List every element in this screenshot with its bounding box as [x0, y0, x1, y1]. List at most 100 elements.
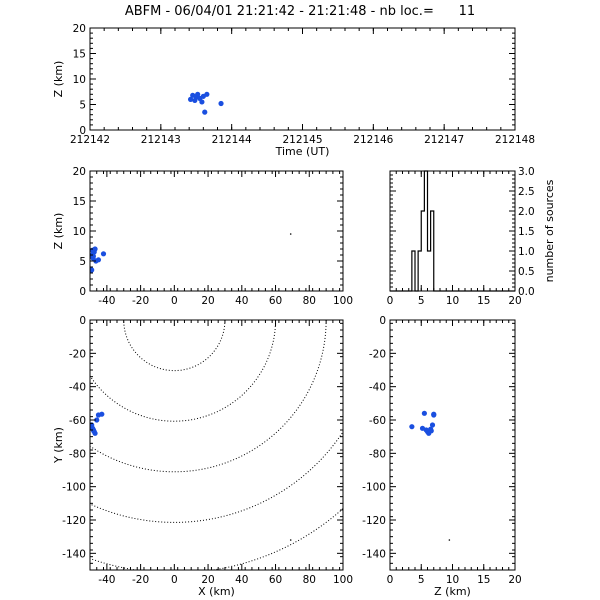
- altitude-histogram-xtick-label: 5: [418, 295, 425, 307]
- x-altitude-xtick-label: 40: [235, 295, 248, 307]
- altitude-y-source-point: [428, 428, 434, 434]
- x-altitude-xtick-label: 80: [303, 295, 316, 307]
- altitude-histogram-xtick-label: 20: [508, 295, 521, 307]
- altitude-histogram-frame: [389, 170, 516, 292]
- altitude-y-ytick-label: -120: [362, 515, 386, 527]
- x-altitude-ytick-label: 0: [79, 286, 86, 298]
- altitude-histogram-ytick-label: 0.5: [518, 266, 535, 278]
- plan-view-ytick-label: -140: [62, 548, 86, 560]
- plan-view-xtick-label: 80: [303, 574, 316, 586]
- time-altitude-xtick-label: 212144: [212, 134, 252, 146]
- plan-view-source-point: [99, 411, 105, 417]
- altitude-y-ytick-label: 0: [379, 315, 386, 327]
- plan-view-ytick-label: -120: [62, 515, 86, 527]
- plan-view-xtick-label: -20: [132, 574, 149, 586]
- altitude-y-source-point: [409, 424, 415, 430]
- altitude-histogram-ylabel: number of sources: [543, 179, 556, 282]
- x-altitude-ylabel: Z (km): [52, 213, 65, 250]
- altitude-histogram-xtick-label: 0: [387, 295, 394, 307]
- x-altitude-source-point: [95, 257, 102, 263]
- plan-view-ytick-label: 0: [79, 315, 86, 327]
- x-altitude-ytick-label: 20: [73, 166, 86, 178]
- altitude-histogram-ytick-label: 3.0: [518, 166, 535, 178]
- time-altitude-source-point: [202, 109, 208, 115]
- x-altitude-station-marker: [289, 233, 292, 235]
- plan-view-xtick-label: 20: [201, 574, 214, 586]
- x-altitude-ytick-label: 10: [73, 226, 86, 238]
- altitude-y-source-point: [421, 410, 427, 416]
- plan-view-ytick-label: -40: [69, 382, 86, 394]
- x-altitude-xtick-label: 100: [333, 295, 353, 307]
- x-altitude-source-point: [90, 267, 95, 273]
- altitude-y-frame: [389, 319, 516, 571]
- x-altitude-points: [90, 246, 107, 273]
- altitude-y-source-point: [429, 422, 436, 428]
- x-altitude-ytick-label: 5: [79, 256, 86, 268]
- altitude-y-xtick-label: 15: [477, 574, 490, 586]
- plan-view-xlabel: X (km): [198, 585, 235, 598]
- time-altitude-ytick-label: 10: [73, 74, 86, 86]
- altitude-histogram-histogram-step: [390, 170, 515, 292]
- time-altitude-xtick-label: 212147: [424, 134, 464, 146]
- x-altitude-xtick-label: 20: [201, 295, 214, 307]
- x-altitude-ytick-label: 15: [73, 196, 86, 208]
- x-altitude-xtick-label: -20: [132, 295, 149, 307]
- x-altitude-xtick-label: 60: [269, 295, 282, 307]
- altitude-y-source-point: [431, 411, 437, 417]
- plan-view-range-ring: [0, 16, 478, 600]
- altitude-y-ytick-label: -40: [369, 382, 386, 394]
- altitude-y-ytick-label: -80: [369, 448, 386, 460]
- plan-view-xtick-label: 100: [333, 574, 353, 586]
- time-altitude-source-point: [195, 91, 201, 97]
- altitude-histogram-ytick-label: 2.5: [518, 186, 535, 198]
- time-altitude-xtick-label: 212146: [353, 134, 393, 146]
- altitude-y-ytick-label: -60: [369, 415, 386, 427]
- time-altitude-source-point: [218, 100, 224, 107]
- altitude-y-ytick-label: -20: [369, 348, 386, 360]
- x-altitude-frame: [89, 170, 344, 292]
- altitude-y-ytick-label: -100: [362, 482, 386, 494]
- figure-title: ABFM - 06/04/01 21:21:42 - 21:21:48 - nb…: [124, 4, 476, 19]
- time-altitude-ytick-label: 0: [79, 125, 86, 137]
- altitude-histogram-xtick-label: 15: [477, 295, 490, 307]
- time-altitude-frame: [89, 27, 516, 131]
- plan-view-xtick-label: 40: [235, 574, 248, 586]
- plan-view-ytick-label: -80: [69, 448, 86, 460]
- time-altitude-source-point: [187, 96, 194, 102]
- plan-view-xtick-label: -40: [98, 574, 115, 586]
- plan-view-ytick-label: -100: [62, 482, 86, 494]
- plan-view-frame: [89, 319, 344, 571]
- x-altitude-xtick-label: 0: [171, 295, 178, 307]
- plan-view-ylabel: Y (km): [52, 427, 65, 464]
- altitude-y-xtick-label: 20: [508, 574, 521, 586]
- altitude-histogram-ytick-label: 1.0: [518, 246, 535, 258]
- altitude-histogram-bar: [428, 251, 431, 291]
- plan-view-ytick-label: -20: [69, 348, 86, 360]
- altitude-y-ytick-label: -140: [362, 548, 386, 560]
- time-altitude-source-point: [204, 91, 210, 97]
- plan-view-ytick-label: -60: [69, 415, 86, 427]
- time-altitude-ylabel: Z (km): [52, 61, 65, 98]
- altitude-y-xlabel: Z (km): [434, 585, 471, 598]
- time-altitude-ytick-label: 15: [73, 49, 86, 61]
- plan-view-station-marker: [289, 539, 292, 541]
- altitude-y-xtick-label: 0: [387, 574, 394, 586]
- altitude-histogram-ytick-label: 0.0: [518, 286, 535, 298]
- altitude-histogram-xtick-label: 10: [446, 295, 459, 307]
- altitude-histogram-ytick-label: 1.5: [518, 226, 535, 238]
- altitude-y-station-marker: [448, 539, 451, 541]
- plan-view-xtick-label: 60: [269, 574, 282, 586]
- altitude-y-xtick-label: 10: [446, 574, 459, 586]
- plan-view-range-rings: [0, 16, 478, 600]
- plan-view-source-point: [91, 428, 97, 434]
- plan-view-source-point: [94, 417, 100, 423]
- time-altitude-source-point: [199, 99, 205, 105]
- altitude-y-xtick-label: 5: [418, 574, 425, 586]
- x-altitude-xtick-label: -40: [98, 295, 115, 307]
- time-altitude-xtick-label: 212142: [70, 134, 110, 146]
- plan-view-xtick-label: 0: [171, 574, 178, 586]
- x-altitude-source-point: [90, 255, 96, 261]
- time-altitude-xtick-label: 212143: [141, 134, 181, 146]
- time-altitude-xtick-label: 212145: [282, 134, 322, 146]
